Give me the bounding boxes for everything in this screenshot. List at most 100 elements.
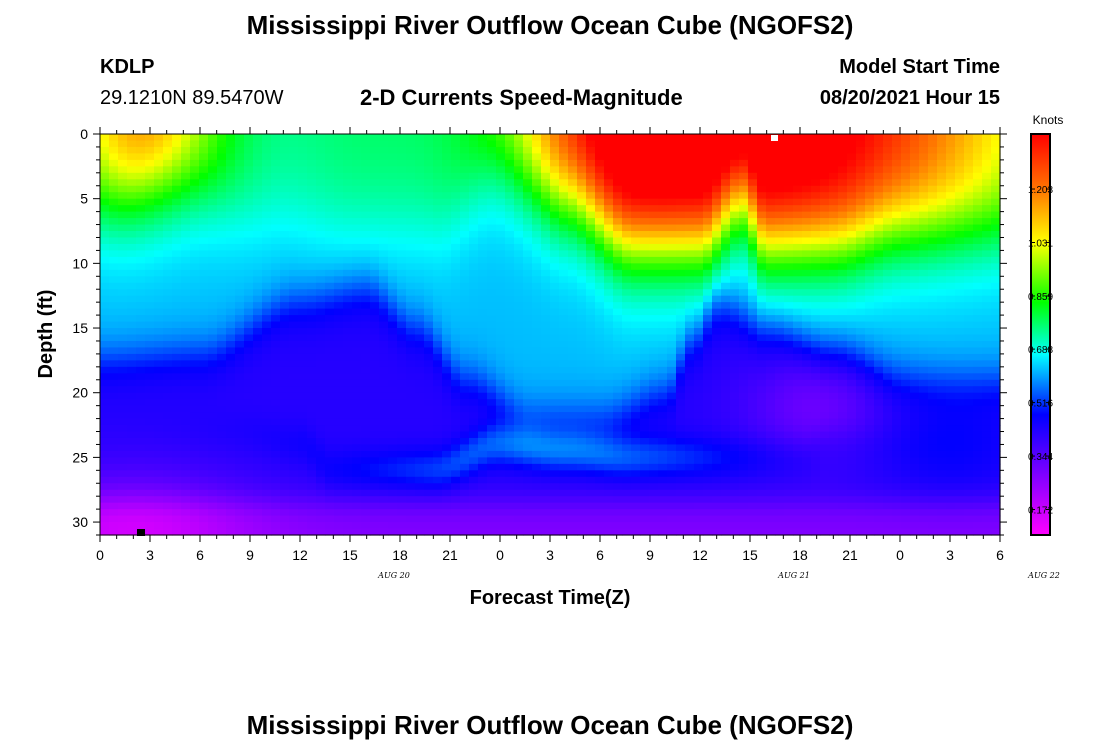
- heatmap-cell: [289, 172, 299, 180]
- heatmap-cell: [136, 347, 146, 355]
- heatmap-cell: [784, 405, 794, 413]
- heatmap-cell: [181, 224, 191, 232]
- heatmap-cell: [541, 353, 551, 361]
- heatmap-cell: [217, 483, 227, 491]
- heatmap-cell: [199, 444, 209, 452]
- heatmap-cell: [586, 379, 596, 387]
- heatmap-cell: [262, 295, 272, 303]
- heatmap-cell: [109, 146, 119, 155]
- heatmap-cell: [478, 418, 488, 426]
- heatmap-cell: [424, 134, 434, 142]
- heatmap-cell: [658, 231, 668, 239]
- heatmap-cell: [316, 237, 326, 245]
- heatmap-cell: [379, 153, 389, 161]
- heatmap-cell: [208, 321, 218, 329]
- heatmap-cell: [307, 218, 317, 226]
- heatmap-cell: [694, 224, 704, 232]
- heatmap-cell: [280, 159, 290, 167]
- heatmap-cell: [172, 159, 182, 167]
- heatmap-cell: [496, 256, 506, 264]
- heatmap-cell: [775, 224, 785, 232]
- heatmap-cell: [379, 250, 389, 258]
- heatmap-cell: [154, 315, 164, 323]
- heatmap-cell: [640, 386, 650, 394]
- heatmap-cell: [739, 211, 749, 219]
- heatmap-cell: [343, 321, 353, 329]
- heatmap-cell: [451, 457, 461, 465]
- heatmap-cell: [748, 522, 758, 530]
- heatmap-cell: [352, 166, 362, 174]
- heatmap-cell: [199, 166, 209, 174]
- heatmap-cell: [649, 360, 659, 368]
- heatmap-cell: [685, 205, 695, 213]
- heatmap-cell: [235, 483, 245, 491]
- heatmap-cell: [496, 386, 506, 394]
- heatmap-cell: [316, 250, 326, 258]
- heatmap-cell: [784, 205, 794, 213]
- heatmap-cell: [469, 412, 479, 420]
- heatmap-cell: [649, 463, 659, 471]
- heatmap-cell: [433, 302, 443, 310]
- heatmap-cell: [433, 502, 443, 510]
- heatmap-cell: [748, 153, 758, 161]
- heatmap-cell: [235, 353, 245, 361]
- heatmap-cell: [505, 289, 515, 297]
- heatmap-cell: [685, 231, 695, 239]
- heatmap-cell: [226, 470, 236, 478]
- heatmap-cell: [478, 444, 488, 452]
- heatmap-cell: [613, 379, 623, 387]
- heatmap-cell: [649, 211, 659, 219]
- heatmap-cell: [523, 444, 533, 452]
- heatmap-cell: [712, 134, 722, 142]
- heatmap-cell: [622, 392, 632, 400]
- heatmap-cell: [433, 483, 443, 491]
- heatmap-cell: [676, 418, 686, 426]
- heatmap-cell: [109, 159, 119, 167]
- heatmap-cell: [460, 489, 470, 497]
- heatmap-cell: [730, 457, 740, 465]
- heatmap-cell: [631, 379, 641, 387]
- heatmap-cell: [694, 185, 704, 193]
- heatmap-cell: [127, 522, 137, 530]
- heatmap-cell: [820, 256, 830, 264]
- heatmap-cell: [505, 386, 515, 394]
- heatmap-cell: [784, 269, 794, 277]
- heatmap-cell: [703, 483, 713, 491]
- heatmap-cell: [532, 243, 542, 252]
- heatmap-cell: [685, 489, 695, 497]
- heatmap-cell: [118, 276, 128, 284]
- heatmap-cell: [316, 489, 326, 497]
- heatmap-cell: [640, 431, 650, 439]
- heatmap-cell: [712, 450, 722, 458]
- heatmap-cell: [307, 373, 317, 381]
- heatmap-cell: [658, 295, 668, 303]
- heatmap-cell: [460, 295, 470, 303]
- heatmap-cell: [793, 457, 803, 465]
- heatmap-cell: [775, 159, 785, 167]
- heatmap-cell: [307, 353, 317, 361]
- heatmap-cell: [298, 140, 308, 148]
- heatmap-cell: [145, 399, 155, 407]
- heatmap-cell: [604, 528, 614, 536]
- heatmap-cell: [766, 146, 776, 155]
- heatmap-cell: [766, 412, 776, 420]
- heatmap-cell: [154, 353, 164, 361]
- heatmap-cell: [748, 450, 758, 458]
- heatmap-cell: [451, 353, 461, 361]
- heatmap-cell: [631, 347, 641, 355]
- heatmap-cell: [649, 476, 659, 484]
- heatmap-cell: [649, 269, 659, 277]
- heatmap-cell: [757, 282, 767, 290]
- heatmap-cell: [784, 237, 794, 245]
- heatmap-cell: [568, 418, 578, 426]
- heatmap-cell: [541, 418, 551, 426]
- heatmap-cell: [712, 166, 722, 174]
- heatmap-cell: [289, 515, 299, 523]
- heatmap-cell: [118, 198, 128, 206]
- heatmap-cell: [748, 463, 758, 471]
- heatmap-cell: [235, 185, 245, 193]
- heatmap-cell: [595, 444, 605, 452]
- heatmap-cell: [712, 334, 722, 342]
- heatmap-cell: [433, 353, 443, 361]
- heatmap-cell: [406, 392, 416, 400]
